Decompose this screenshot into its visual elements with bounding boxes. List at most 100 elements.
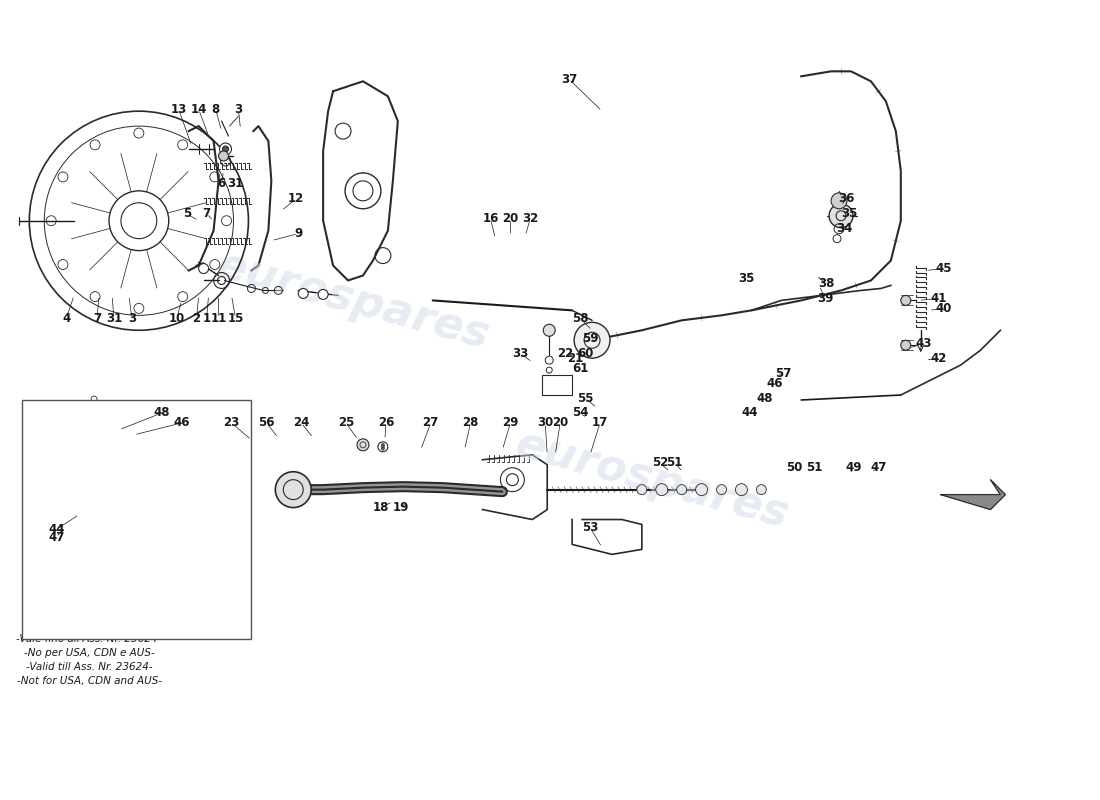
Text: 37: 37	[561, 73, 578, 86]
Text: 44: 44	[48, 523, 65, 536]
Circle shape	[695, 484, 707, 496]
Text: 58: 58	[572, 312, 588, 325]
Polygon shape	[940, 480, 1005, 510]
Circle shape	[757, 485, 767, 494]
Circle shape	[676, 485, 686, 494]
Text: 54: 54	[572, 406, 588, 419]
Text: 12: 12	[288, 192, 305, 206]
Circle shape	[358, 439, 368, 450]
Circle shape	[574, 322, 611, 358]
Text: 19: 19	[393, 501, 409, 514]
Text: 9: 9	[294, 227, 302, 240]
Text: 26: 26	[377, 417, 394, 430]
Text: 34: 34	[836, 222, 852, 235]
Text: 43: 43	[915, 337, 932, 350]
Text: 5: 5	[183, 207, 190, 220]
Circle shape	[44, 519, 64, 539]
Text: 21: 21	[566, 352, 583, 365]
Text: eurospares: eurospares	[211, 243, 495, 358]
Text: 42: 42	[931, 352, 947, 365]
Circle shape	[832, 193, 847, 209]
Text: -No per USA, CDN e AUS-: -No per USA, CDN e AUS-	[24, 648, 154, 658]
Text: 48: 48	[756, 391, 772, 405]
Text: 15: 15	[228, 312, 244, 325]
Text: 61: 61	[572, 362, 588, 374]
Text: 30: 30	[537, 417, 553, 430]
Text: 36: 36	[838, 192, 855, 206]
Text: 14: 14	[190, 102, 207, 116]
Text: 35: 35	[738, 272, 755, 285]
Text: 11: 11	[210, 312, 227, 325]
Text: eurospares: eurospares	[510, 422, 793, 537]
Text: 32: 32	[522, 212, 538, 226]
Text: 52: 52	[651, 456, 668, 470]
Circle shape	[318, 290, 328, 299]
Text: 46: 46	[766, 377, 782, 390]
Circle shape	[716, 485, 726, 494]
Text: 24: 24	[293, 417, 309, 430]
Circle shape	[637, 485, 647, 494]
Circle shape	[656, 484, 668, 496]
Text: 59: 59	[582, 332, 598, 345]
Circle shape	[382, 443, 384, 446]
Text: 55: 55	[576, 391, 593, 405]
Circle shape	[220, 143, 231, 155]
Circle shape	[88, 407, 100, 419]
Circle shape	[382, 446, 384, 448]
Circle shape	[298, 289, 308, 298]
Circle shape	[901, 340, 911, 350]
Text: 48: 48	[154, 406, 170, 419]
Text: 56: 56	[258, 417, 275, 430]
Text: 1: 1	[202, 312, 211, 325]
Text: 6: 6	[218, 178, 226, 190]
Text: 40: 40	[935, 302, 952, 315]
Text: -Valid till Ass. Nr. 23624-: -Valid till Ass. Nr. 23624-	[25, 662, 153, 672]
Bar	[22, 400, 252, 639]
Text: 16: 16	[482, 212, 498, 226]
Text: 50: 50	[786, 462, 802, 474]
Circle shape	[829, 204, 852, 228]
Text: 39: 39	[817, 292, 834, 305]
Text: 7: 7	[94, 312, 101, 325]
Text: 2: 2	[192, 312, 200, 325]
Text: 25: 25	[338, 417, 354, 430]
Text: 45: 45	[935, 262, 952, 275]
Text: 29: 29	[503, 417, 518, 430]
Text: 41: 41	[931, 292, 947, 305]
Text: 60: 60	[576, 346, 593, 360]
Text: 49: 49	[846, 462, 862, 474]
Text: 13: 13	[170, 102, 187, 116]
Circle shape	[382, 447, 384, 450]
Circle shape	[219, 151, 229, 161]
Text: 23: 23	[223, 417, 240, 430]
Text: 27: 27	[422, 417, 439, 430]
Text: 31: 31	[106, 312, 122, 325]
Circle shape	[275, 472, 311, 507]
Text: 3: 3	[234, 102, 242, 116]
Bar	[34, 460, 59, 480]
Text: 3: 3	[128, 312, 136, 325]
Text: 44: 44	[741, 406, 758, 419]
Text: 4: 4	[62, 312, 70, 325]
Text: 28: 28	[462, 417, 478, 430]
Text: -Not for USA, CDN and AUS-: -Not for USA, CDN and AUS-	[16, 676, 162, 686]
Bar	[542, 375, 572, 395]
Circle shape	[543, 324, 556, 336]
Text: 57: 57	[776, 366, 792, 380]
Text: 31: 31	[228, 178, 243, 190]
Text: 20: 20	[503, 212, 518, 226]
Text: 33: 33	[513, 346, 528, 360]
Text: 20: 20	[552, 417, 569, 430]
Text: 46: 46	[174, 417, 190, 430]
Text: 10: 10	[168, 312, 185, 325]
Text: 8: 8	[211, 102, 220, 116]
Text: 7: 7	[202, 207, 211, 220]
Circle shape	[736, 484, 747, 496]
Text: 53: 53	[582, 521, 598, 534]
Text: 38: 38	[818, 277, 834, 290]
Text: 17: 17	[592, 417, 608, 430]
Text: 47: 47	[48, 531, 65, 544]
Text: 51: 51	[667, 456, 683, 470]
Text: 22: 22	[557, 346, 573, 360]
Text: 47: 47	[871, 462, 887, 474]
